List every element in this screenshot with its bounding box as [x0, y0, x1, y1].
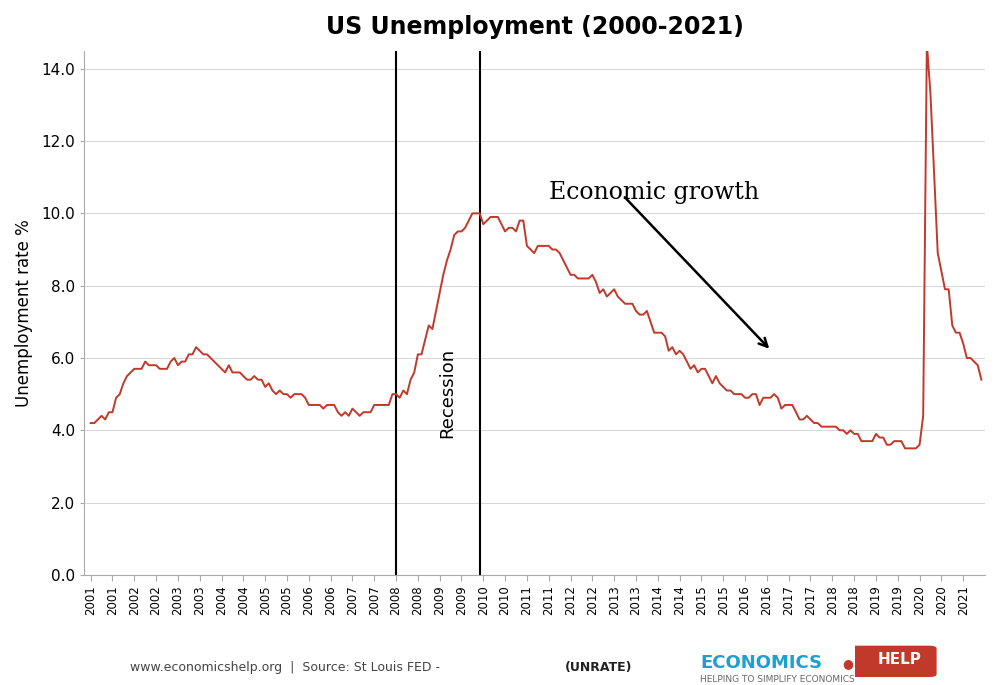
- Text: www.economicshelp.org  |  Source: St Louis FED -: www.economicshelp.org | Source: St Louis…: [130, 662, 444, 674]
- Text: (UNRATE): (UNRATE): [565, 662, 633, 674]
- Text: Recession: Recession: [438, 347, 456, 438]
- Text: ECONOMICS: ECONOMICS: [700, 654, 822, 672]
- Polygon shape: [855, 649, 868, 674]
- Text: ●: ●: [843, 657, 853, 669]
- Y-axis label: Unemployment rate %: Unemployment rate %: [15, 219, 33, 407]
- FancyBboxPatch shape: [848, 646, 937, 677]
- Title: US Unemployment (2000-2021): US Unemployment (2000-2021): [326, 15, 743, 39]
- Text: Economic growth: Economic growth: [549, 181, 759, 204]
- Text: HELP: HELP: [877, 652, 921, 667]
- Text: HELPING TO SIMPLIFY ECONOMICS: HELPING TO SIMPLIFY ECONOMICS: [700, 675, 855, 684]
